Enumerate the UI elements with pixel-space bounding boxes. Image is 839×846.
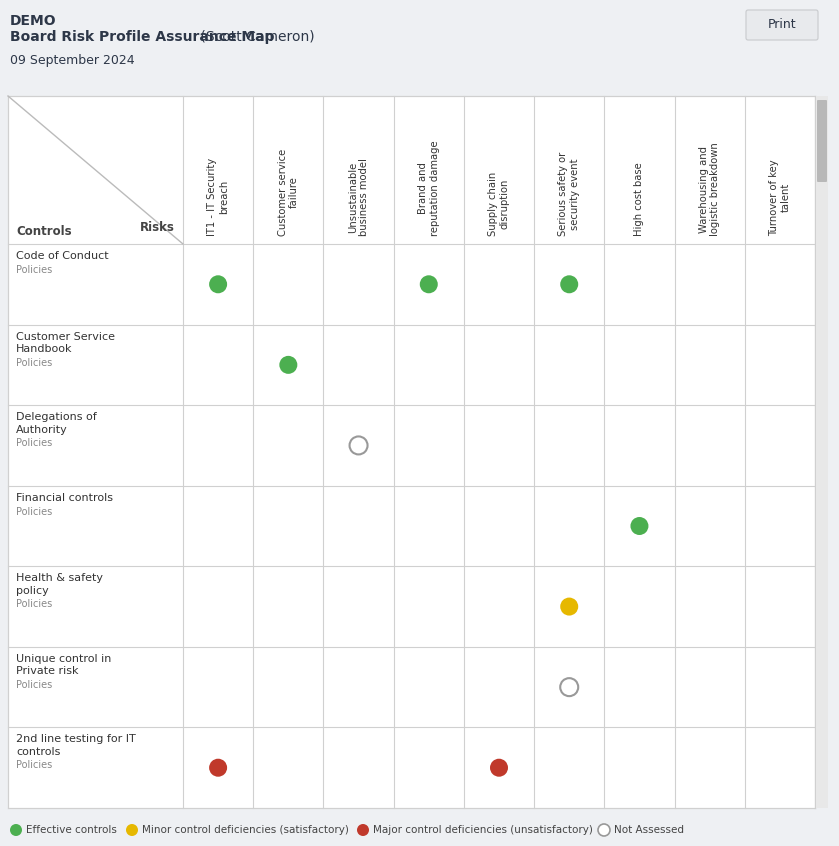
Text: Turnover of key
talent: Turnover of key talent <box>769 159 790 236</box>
Text: 09 September 2024: 09 September 2024 <box>10 54 134 67</box>
Circle shape <box>420 275 438 294</box>
Text: Policies: Policies <box>16 680 52 689</box>
Text: Print: Print <box>768 19 796 31</box>
Text: (Scott Cameron): (Scott Cameron) <box>195 30 315 44</box>
Text: Customer service
failure: Customer service failure <box>278 149 300 236</box>
Circle shape <box>209 275 227 294</box>
Circle shape <box>560 275 578 294</box>
Text: Serious safety or
security event: Serious safety or security event <box>559 151 580 236</box>
Circle shape <box>598 824 610 836</box>
Text: Minor control deficiencies (satisfactory): Minor control deficiencies (satisfactory… <box>142 825 349 835</box>
Text: IT1 - IT Security
breach: IT1 - IT Security breach <box>207 158 229 236</box>
Text: Board Risk Profile Assurance Map: Board Risk Profile Assurance Map <box>10 30 274 44</box>
Circle shape <box>209 759 227 777</box>
FancyBboxPatch shape <box>816 96 828 808</box>
Text: DEMO: DEMO <box>10 14 56 28</box>
Text: Customer Service
Handbook: Customer Service Handbook <box>16 332 115 354</box>
Text: Warehousing and
logistic breakdown: Warehousing and logistic breakdown <box>699 142 721 236</box>
Text: Effective controls: Effective controls <box>26 825 117 835</box>
Text: Delegations of
Authority: Delegations of Authority <box>16 412 96 435</box>
Text: Policies: Policies <box>16 265 52 275</box>
Circle shape <box>560 678 578 696</box>
Text: Brand and
reputation damage: Brand and reputation damage <box>418 140 440 236</box>
Text: Unsustainable
business model: Unsustainable business model <box>347 158 369 236</box>
Circle shape <box>560 597 578 616</box>
Text: Policies: Policies <box>16 438 52 448</box>
Text: Policies: Policies <box>16 761 52 771</box>
Text: Code of Conduct: Code of Conduct <box>16 251 108 261</box>
Text: Risks: Risks <box>140 221 175 234</box>
Text: Policies: Policies <box>16 507 52 517</box>
Circle shape <box>630 517 649 535</box>
Text: Not Assessed: Not Assessed <box>614 825 684 835</box>
Text: Health & safety
policy: Health & safety policy <box>16 574 103 596</box>
FancyBboxPatch shape <box>817 100 827 182</box>
Text: 2nd line testing for IT
controls: 2nd line testing for IT controls <box>16 734 136 757</box>
Text: Controls: Controls <box>16 225 71 238</box>
Text: Policies: Policies <box>16 599 52 609</box>
Circle shape <box>490 759 508 777</box>
Circle shape <box>279 356 297 374</box>
Circle shape <box>350 437 367 454</box>
Text: Policies: Policies <box>16 358 52 367</box>
Text: Major control deficiencies (unsatisfactory): Major control deficiencies (unsatisfacto… <box>373 825 593 835</box>
Text: Supply chain
disruption: Supply chain disruption <box>488 172 510 236</box>
Circle shape <box>357 824 369 836</box>
Text: High cost base: High cost base <box>634 162 644 236</box>
Circle shape <box>10 824 22 836</box>
Text: Unique control in
Private risk: Unique control in Private risk <box>16 654 112 676</box>
FancyBboxPatch shape <box>746 10 818 40</box>
Text: Financial controls: Financial controls <box>16 492 113 503</box>
FancyBboxPatch shape <box>8 96 815 808</box>
Circle shape <box>126 824 138 836</box>
